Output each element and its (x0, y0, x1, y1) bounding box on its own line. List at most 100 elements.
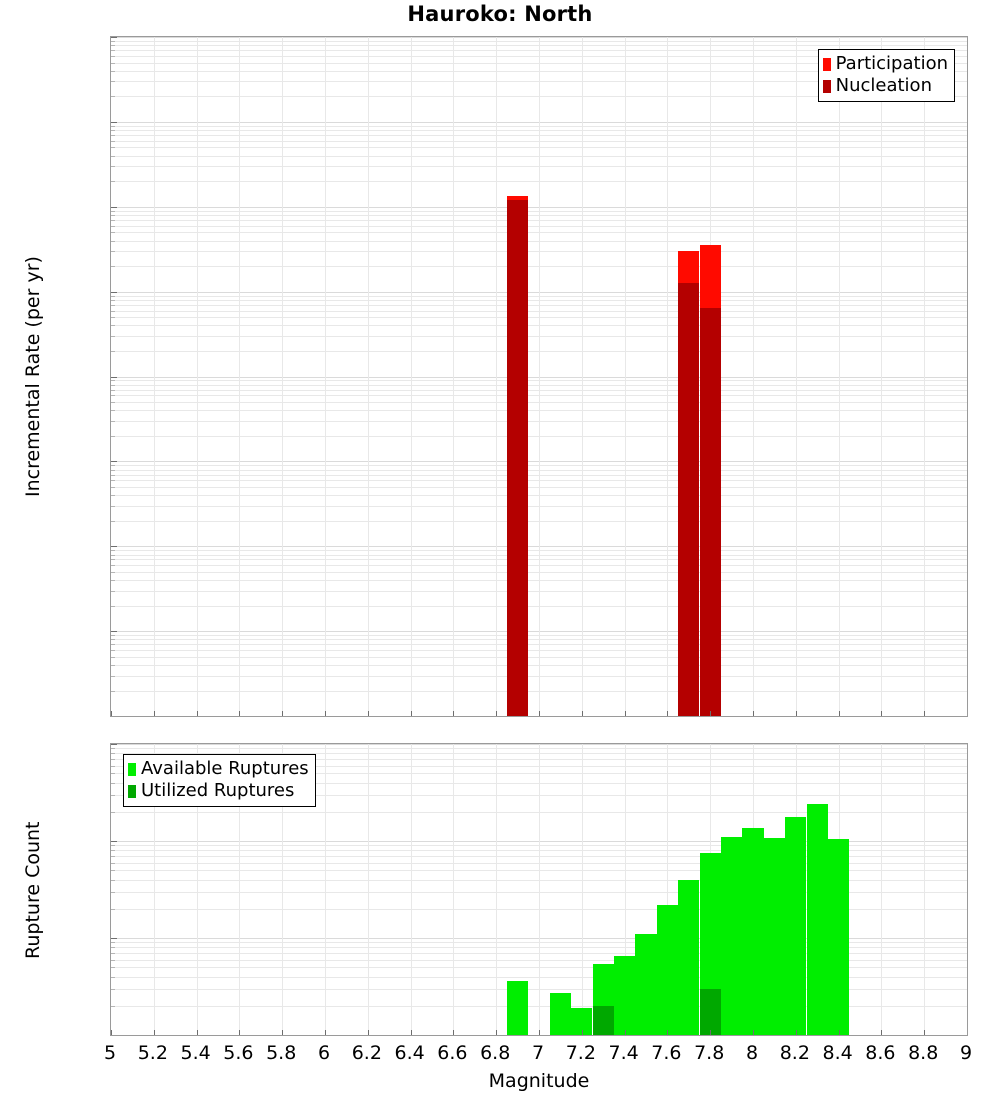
x-axis-tick-label: 7.2 (566, 1042, 596, 1064)
x-tick-mark (453, 1030, 454, 1035)
x-tick-mark (411, 711, 412, 716)
legend-row: Utilized Ruptures (128, 780, 309, 802)
y-tick-mark (111, 126, 115, 127)
y-tick-mark (111, 251, 115, 252)
y-tick-mark (111, 292, 117, 293)
x-axis-tick-label: 5.8 (266, 1042, 296, 1064)
bar-available-ruptures (807, 804, 828, 1035)
gridline-vertical (496, 744, 497, 1035)
y-tick-mark (111, 300, 115, 301)
bar-available-ruptures (507, 981, 528, 1035)
x-tick-mark (111, 1030, 112, 1035)
gridline-major (111, 716, 967, 717)
x-tick-mark (881, 1030, 882, 1035)
x-tick-mark (111, 711, 112, 716)
y-tick-mark (111, 506, 115, 507)
x-tick-mark (411, 1030, 412, 1035)
gridline-vertical (881, 744, 882, 1035)
x-tick-mark (154, 711, 155, 716)
y-tick-mark (111, 421, 115, 422)
y-tick-mark (111, 63, 115, 64)
gridline-vertical (539, 37, 540, 716)
gridline-vertical (453, 744, 454, 1035)
y-tick-mark (111, 241, 115, 242)
y-tick-mark (111, 96, 115, 97)
y-tick-mark (111, 863, 115, 864)
y-tick-mark (111, 691, 115, 692)
x-axis-tick-label: 6 (318, 1042, 330, 1064)
y-tick-mark (111, 266, 115, 267)
y-tick-mark (111, 41, 115, 42)
y-tick-mark (111, 759, 115, 760)
legend-swatch-nucleation (823, 80, 831, 93)
x-tick-mark (282, 1030, 283, 1035)
x-axis-tick-label: 8.2 (780, 1042, 810, 1064)
y-tick-mark (111, 305, 115, 306)
y-tick-mark (111, 130, 115, 131)
gridline-vertical (411, 37, 412, 716)
y-tick-mark (111, 45, 115, 46)
y-tick-mark (111, 856, 115, 857)
top-chart-y-axis-label: Incremental Rate (per yr) (22, 256, 44, 497)
y-tick-mark (111, 135, 115, 136)
gridline-vertical (839, 37, 840, 716)
bar-available-ruptures (657, 905, 678, 1035)
x-axis-tick-label: 7.8 (694, 1042, 724, 1064)
y-tick-mark (111, 410, 115, 411)
y-tick-mark (111, 81, 115, 82)
x-axis-tick-label: 9 (960, 1042, 972, 1064)
y-tick-mark (111, 657, 115, 658)
y-tick-mark (111, 385, 115, 386)
legend-rupture-count: Available Ruptures Utilized Ruptures (123, 754, 316, 807)
x-tick-mark (496, 711, 497, 716)
x-axis-tick-label: 6.2 (352, 1042, 382, 1064)
y-tick-mark (111, 141, 115, 142)
x-axis-tick-label: 5.2 (138, 1042, 168, 1064)
x-axis-tick-label: 6.8 (480, 1042, 510, 1064)
chart-figure: Hauroko: North Incremental Rate (per yr)… (0, 0, 1000, 1100)
x-tick-mark (368, 711, 369, 716)
legend-row: Available Ruptures (128, 758, 309, 780)
y-tick-mark (111, 475, 115, 476)
x-tick-mark (625, 711, 626, 716)
legend-label: Participation (836, 55, 948, 73)
bar-available-ruptures (721, 837, 742, 1035)
x-tick-mark (368, 1030, 369, 1035)
y-tick-mark (111, 336, 115, 337)
gridline-vertical (667, 37, 668, 716)
y-tick-mark (111, 909, 115, 910)
y-tick-mark (111, 850, 115, 851)
y-tick-mark (111, 748, 115, 749)
bar-nucleation (700, 308, 721, 716)
y-tick-mark (111, 325, 115, 326)
x-tick-mark (839, 711, 840, 716)
y-tick-mark (111, 50, 115, 51)
x-tick-mark (582, 1030, 583, 1035)
y-tick-mark (111, 947, 115, 948)
y-tick-mark (111, 773, 115, 774)
y-tick-mark (111, 317, 115, 318)
y-tick-mark (111, 156, 115, 157)
y-tick-mark (111, 953, 115, 954)
bar-available-ruptures (828, 839, 849, 1035)
y-tick-mark (111, 311, 115, 312)
gridline-vertical (239, 37, 240, 716)
bar-utilized-ruptures (593, 1006, 614, 1035)
y-tick-mark (111, 521, 115, 522)
legend-label: Available Ruptures (141, 760, 309, 778)
bar-available-ruptures (614, 956, 635, 1035)
y-tick-mark (111, 380, 115, 381)
y-tick-mark (111, 71, 115, 72)
bar-utilized-ruptures (700, 989, 721, 1035)
x-tick-mark (796, 711, 797, 716)
y-tick-mark (111, 938, 117, 939)
legend-swatch-available-ruptures (128, 763, 136, 776)
x-tick-mark (881, 711, 882, 716)
y-tick-mark (111, 744, 117, 745)
y-tick-mark (111, 580, 115, 581)
bar-available-ruptures (742, 828, 763, 1035)
y-tick-mark (111, 812, 115, 813)
x-axis-tick-label: 8 (746, 1042, 758, 1064)
y-tick-mark (111, 181, 115, 182)
y-tick-mark (111, 942, 115, 943)
